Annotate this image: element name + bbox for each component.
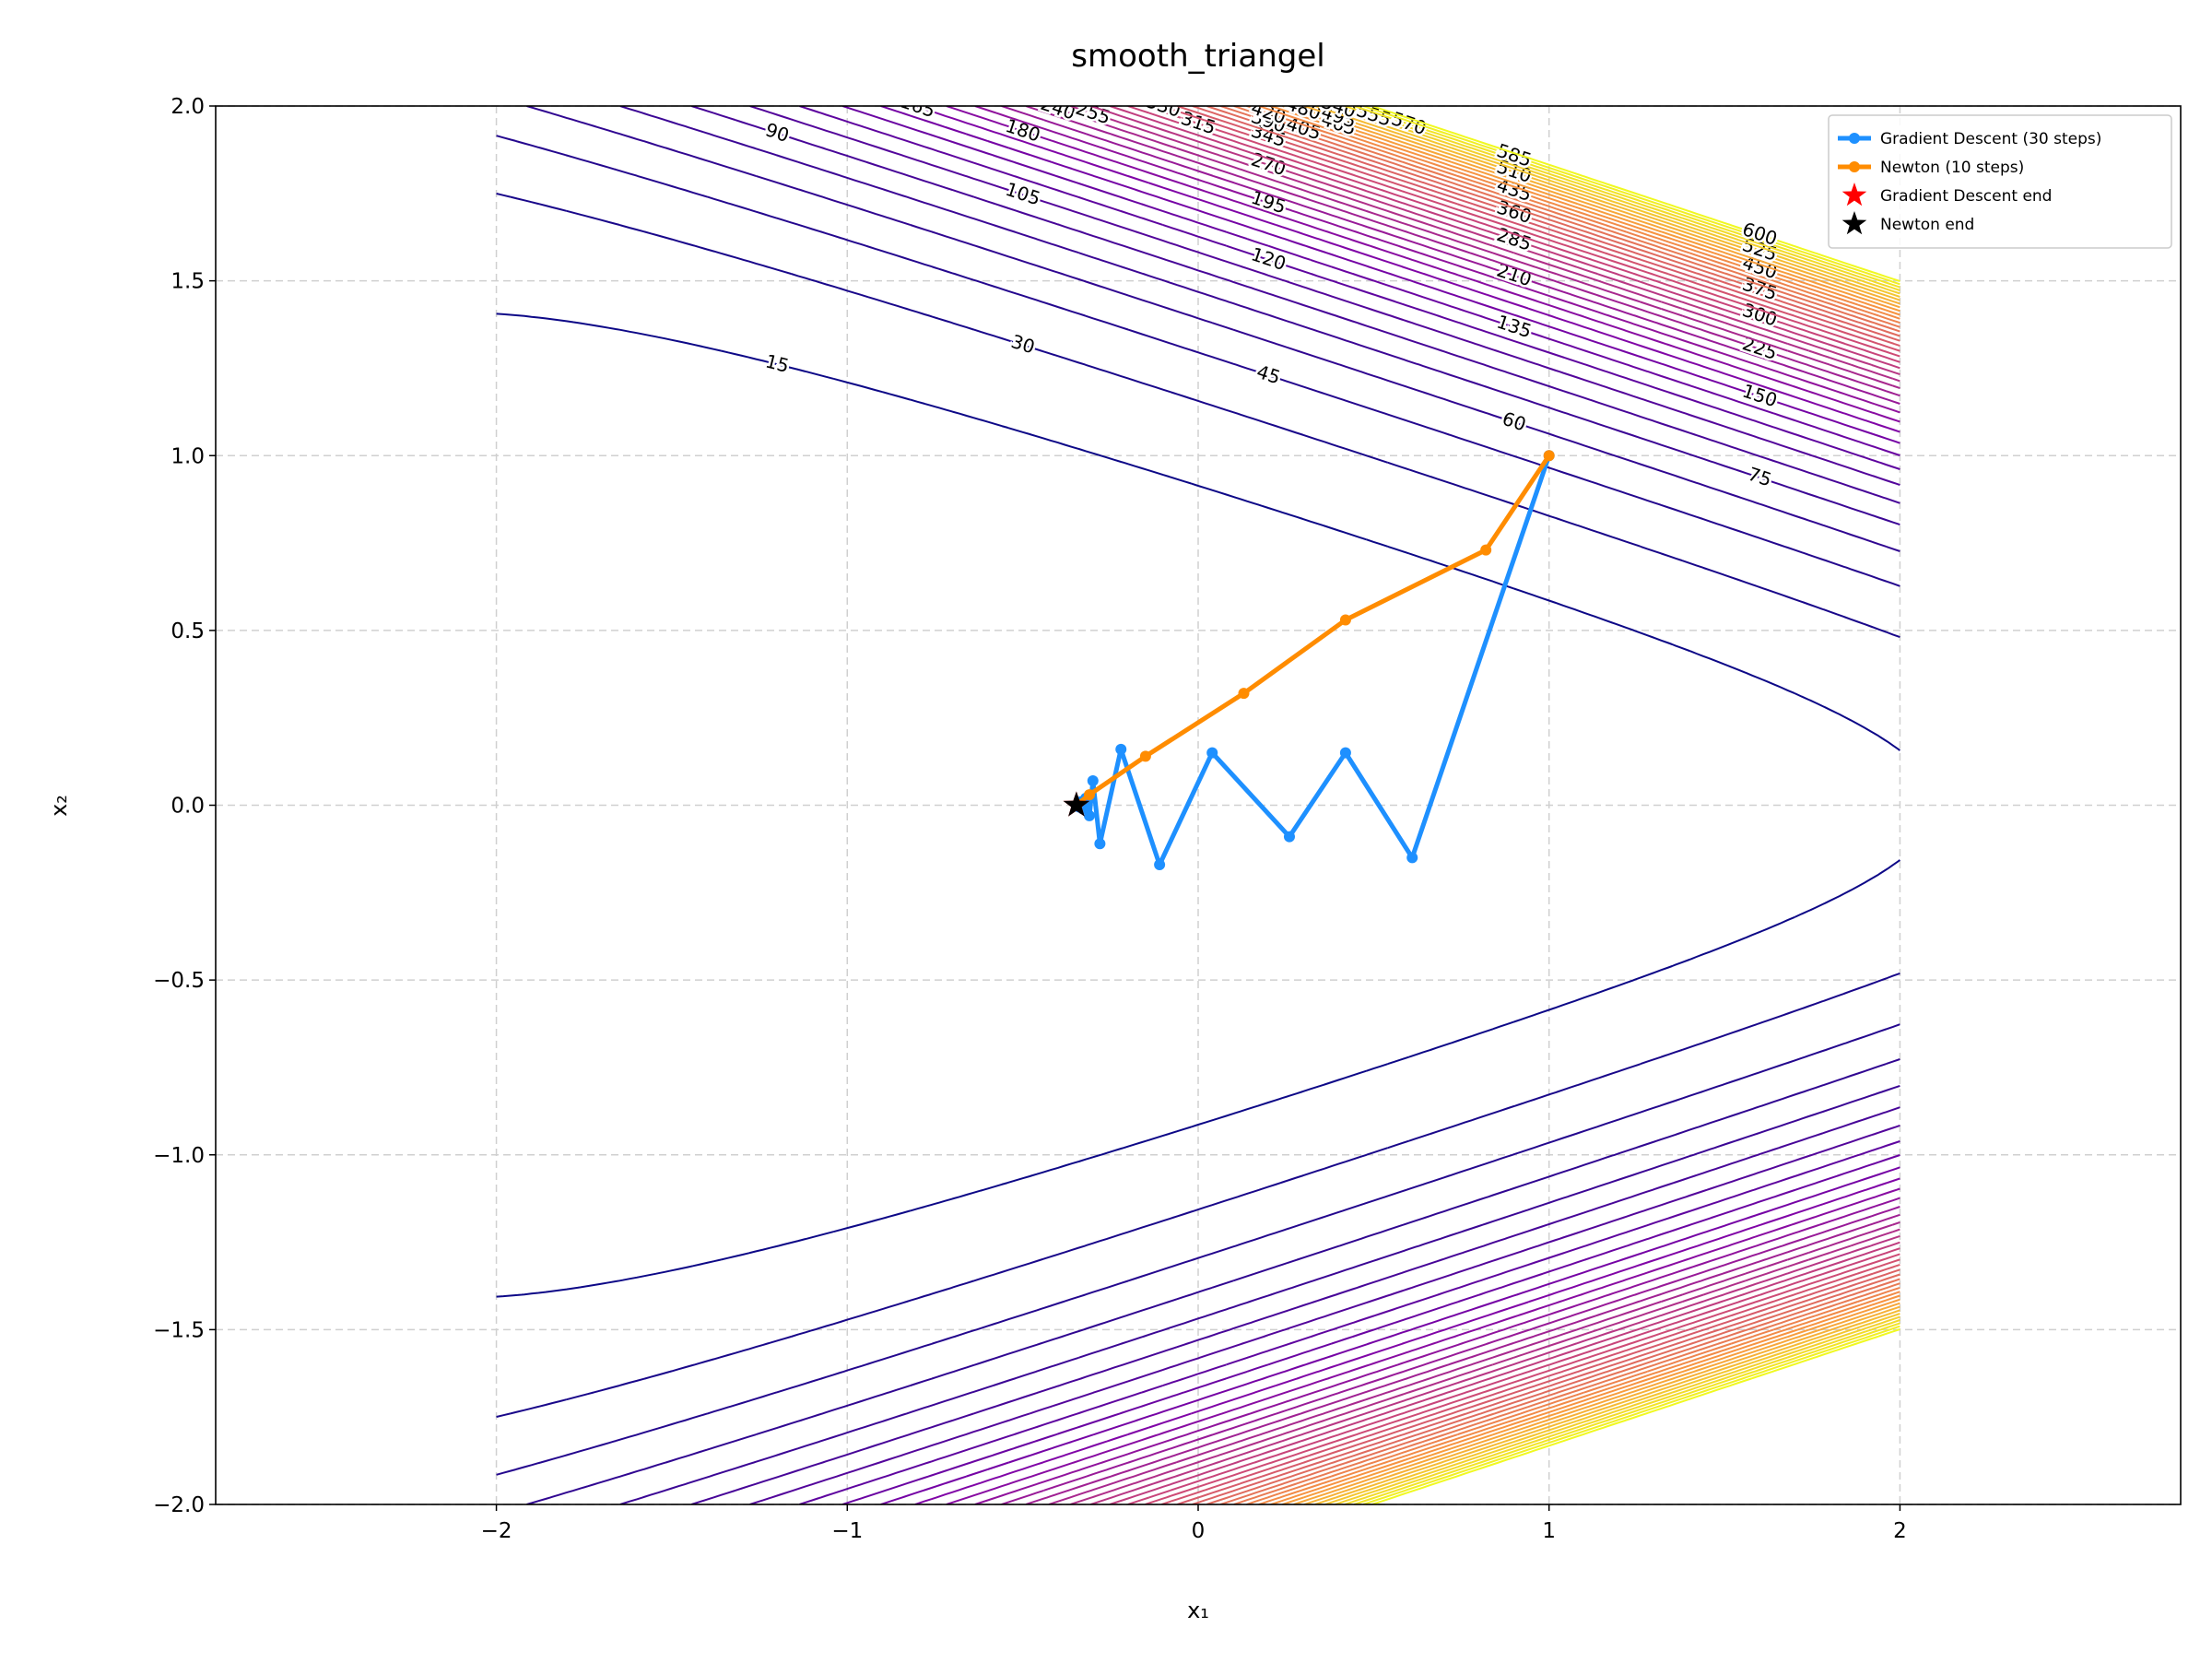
path-point [1139, 750, 1151, 762]
legend-label: Newton end [1880, 216, 1974, 234]
contour-line [1192, 106, 1900, 1504]
path-point [1406, 852, 1418, 864]
axes: −2 −1 0 1 2 −2.0 −1.5 −1.0 −0.5 0.0 0.5 1.0 1.5 2.0 [153, 95, 1907, 1543]
legend-swatch [1841, 211, 1867, 235]
contour-line [1270, 106, 1900, 1504]
y-tick-label: −1.0 [153, 1144, 205, 1168]
path-point [1283, 831, 1295, 843]
path-point [1480, 544, 1492, 556]
legend-label: Gradient Descent end [1880, 187, 2052, 206]
legend-label: Newton (10 steps) [1880, 159, 2024, 177]
y-tick-label: 1.0 [171, 444, 205, 468]
path-point [1339, 747, 1351, 759]
y-tick-label: 1.5 [171, 270, 205, 294]
contour-line [1304, 106, 1900, 1504]
legend-label: Gradient Descent (30 steps) [1880, 130, 2101, 148]
path-point [1087, 774, 1099, 786]
chart-title: smooth_triangel [1071, 38, 1324, 75]
contour-line [496, 313, 1901, 1298]
contour-line [1282, 106, 1900, 1504]
contour-line [1177, 106, 1900, 1504]
x-tick-label: −2 [481, 1519, 512, 1543]
path-point [1115, 743, 1127, 755]
contour-label: 15 [763, 349, 792, 376]
x-axis-label: x₁ [1187, 1598, 1209, 1623]
paths [1063, 450, 1555, 870]
contour-line [496, 135, 1900, 1476]
y-tick-label: −0.5 [153, 969, 205, 993]
contour-line [496, 193, 1900, 1418]
path-point [1083, 809, 1095, 821]
legend-swatch [1841, 183, 1867, 206]
path-point [1543, 450, 1555, 462]
path-point [1339, 614, 1351, 626]
path-point [1094, 838, 1106, 850]
legend-swatch [1849, 161, 1860, 172]
y-tick-label: 0.5 [171, 619, 205, 643]
path-point [1206, 747, 1218, 759]
contour-line [1353, 106, 1900, 1504]
contour-line [974, 106, 1900, 1504]
contour-line [1219, 106, 1900, 1504]
x-tick-label: 1 [1542, 1519, 1556, 1543]
contour-line [841, 106, 1900, 1504]
legend-box [1828, 114, 2172, 249]
end-marker [1063, 791, 1090, 817]
x-tick-label: −1 [831, 1519, 863, 1543]
contours: 1530456075901051201351501651801952102252… [496, 106, 1901, 1504]
path-point [1154, 858, 1166, 870]
contour-line [1324, 106, 1900, 1504]
path-point [1238, 688, 1250, 700]
x-tick-label: 0 [1192, 1519, 1206, 1543]
contour-line [749, 106, 1900, 1504]
contour-line [1127, 106, 1900, 1504]
y-tick-label: −2.0 [153, 1493, 205, 1517]
y-tick-label: 2.0 [171, 95, 205, 119]
legend: Gradient Descent (30 steps) Newton (10 st… [1828, 114, 2172, 249]
contour-line [1206, 106, 1900, 1504]
contour-line [946, 106, 1900, 1504]
y-tick-label: −1.5 [153, 1318, 205, 1342]
x-tick-label: 2 [1893, 1519, 1907, 1543]
y-axis-label: x₂ [46, 795, 72, 817]
path-point [1083, 789, 1095, 801]
contour-line [1233, 106, 1900, 1504]
y-tick-label: 0.0 [171, 795, 205, 819]
legend-swatch [1849, 133, 1860, 144]
contour-line [799, 106, 1900, 1504]
